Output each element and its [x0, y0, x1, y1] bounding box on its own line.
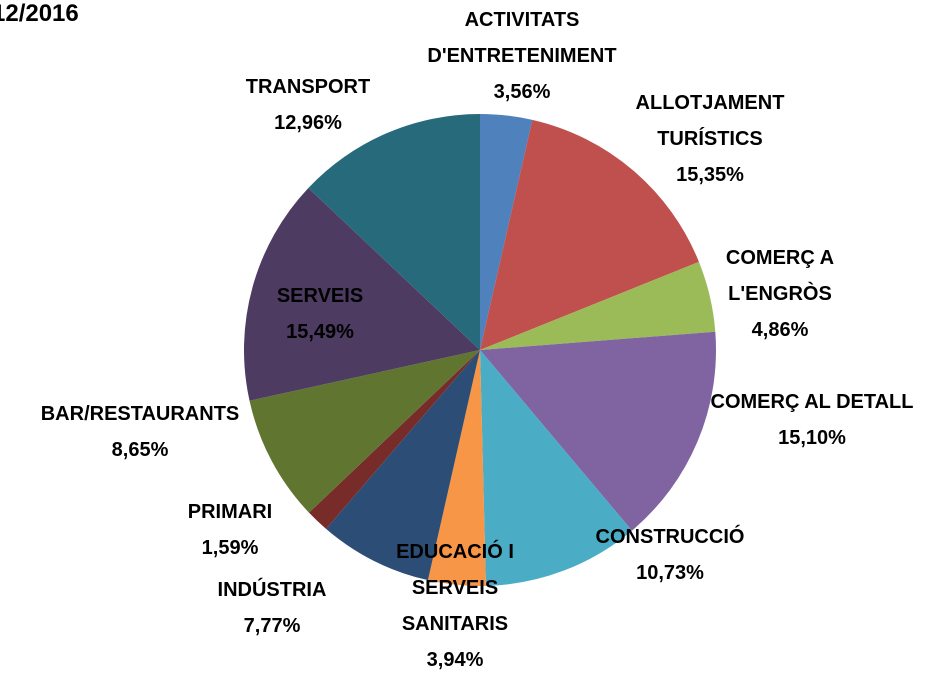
category-label: EDUCACIÓ I SERVEIS SANITARIS: [396, 541, 514, 635]
pie-slice: [480, 350, 632, 586]
pie-slice: [480, 261, 716, 350]
value-label: 10,73%: [636, 562, 704, 584]
pie-slice: [308, 114, 480, 350]
slice-label: INDÚSTRIA 7,77%: [207, 572, 337, 644]
category-label: BAR/RESTAURANTS: [40, 403, 240, 425]
pie-slice: [326, 350, 480, 581]
slice-label: EDUCACIÓ I SERVEIS SANITARIS 3,94%: [360, 534, 550, 678]
value-label: 12,96%: [274, 112, 342, 134]
value-label: 15,10%: [778, 427, 846, 449]
slice-label: PRIMARI 1,59%: [175, 494, 285, 566]
pie-slice: [249, 350, 480, 513]
slice-label: COMERÇ AL DETALL 15,10%: [682, 384, 930, 456]
value-label: 15,35%: [676, 164, 744, 186]
pie-slice: [427, 350, 486, 586]
slice-label: COMERÇ A L'ENGRÒS 4,86%: [705, 240, 855, 348]
pie-slice: [480, 331, 716, 531]
pie-slice: [480, 119, 699, 350]
pie-slice: [480, 114, 533, 350]
category-label: CONSTRUCCIÓ: [595, 526, 745, 548]
value-label: 3,94%: [426, 649, 484, 671]
value-label: 7,77%: [243, 615, 301, 637]
chart: [244, 114, 716, 586]
value-label: 3,56%: [493, 81, 551, 103]
value-label: 8,65%: [111, 439, 169, 461]
value-label: 4,86%: [751, 319, 809, 341]
chart-title: 12/2016: [0, 0, 79, 27]
category-label: ALLOTJAMENT TURÍSTICS: [635, 92, 785, 150]
category-label: ACTIVITATS D'ENTRETENIMENT: [427, 9, 617, 67]
slice-label: ACTIVITATS D'ENTRETENIMENT 3,56%: [407, 2, 637, 110]
value-label: 1,59%: [201, 537, 259, 559]
category-label: COMERÇ A L'ENGRÒS: [725, 247, 835, 305]
slice-label: BAR/RESTAURANTS 8,65%: [10, 396, 270, 468]
category-label: INDÚSTRIA: [217, 579, 327, 601]
category-label: COMERÇ AL DETALL: [710, 391, 914, 413]
category-label: SERVEIS: [276, 285, 364, 307]
value-label: 15,49%: [286, 321, 354, 343]
category-label: TRANSPORT: [245, 76, 371, 98]
slice-label: SERVEIS 15,49%: [255, 278, 385, 350]
slice-label: ALLOTJAMENT TURÍSTICS 15,35%: [615, 85, 805, 193]
slice-label: CONSTRUCCIÓ 10,73%: [570, 519, 770, 591]
pie-slice: [244, 188, 480, 401]
pie-slice: [308, 350, 480, 529]
category-label: PRIMARI: [187, 501, 273, 523]
slice-label: TRANSPORT 12,96%: [223, 69, 393, 141]
